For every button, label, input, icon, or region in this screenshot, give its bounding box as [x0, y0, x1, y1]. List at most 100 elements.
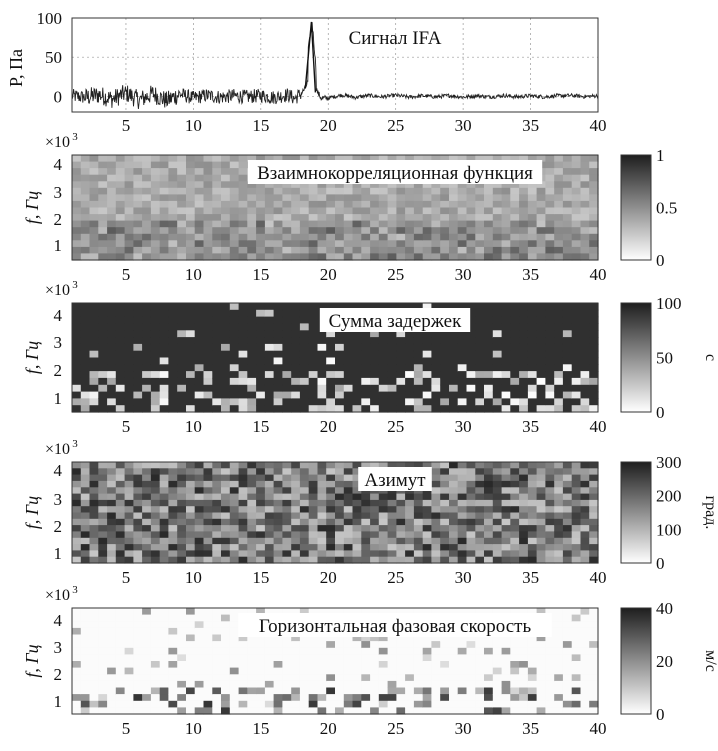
heatmap-cell — [370, 337, 380, 345]
heatmap-cell — [247, 343, 257, 352]
heatmap-cell — [221, 680, 231, 689]
heatmap-cell — [571, 544, 582, 551]
heatmap-cell — [589, 337, 599, 345]
heatmap-cell — [519, 233, 529, 241]
heatmap-cell — [405, 641, 415, 649]
heatmap-cell — [405, 707, 415, 715]
heatmap-cell — [501, 337, 511, 345]
heatmap-cell — [194, 544, 205, 551]
heatmap-cell — [282, 371, 292, 379]
heatmap-cell — [159, 357, 170, 365]
heatmap-cell — [291, 544, 301, 551]
heatmap-cell — [554, 214, 564, 222]
heatmap-cell — [422, 641, 433, 649]
heatmap-cell — [291, 674, 301, 682]
heatmap-cell — [492, 647, 503, 655]
heatmap-cell — [492, 343, 503, 352]
heatmap-cell — [72, 214, 82, 222]
heatmap-cell — [124, 462, 134, 469]
heatmap-cell — [457, 220, 468, 228]
heatmap-cell — [238, 377, 248, 386]
heatmap-cell — [378, 694, 389, 702]
heatmap-cell — [405, 667, 415, 675]
heatmap-cell — [159, 371, 170, 379]
x-tick-label: 30 — [455, 265, 472, 284]
heatmap-cell — [501, 493, 511, 501]
heatmap-cell — [326, 405, 336, 413]
heatmap-cell — [378, 233, 389, 241]
heatmap-cell — [361, 377, 371, 386]
heatmap-cell — [527, 707, 538, 715]
heatmap-cell — [186, 556, 196, 564]
heatmap-cell — [238, 337, 248, 345]
heatmap-cell — [562, 608, 573, 616]
heatmap-cell — [115, 233, 126, 241]
heatmap-cell — [457, 343, 468, 352]
heatmap-cell — [449, 187, 459, 195]
heatmap-cell — [475, 200, 485, 209]
heatmap-cell — [291, 537, 301, 545]
heatmap-cell — [72, 550, 82, 558]
heatmap-cell — [107, 330, 117, 338]
y-axis-label: f, Гц — [22, 341, 42, 374]
heatmap-cell — [519, 674, 529, 682]
heatmap-cell — [133, 608, 143, 616]
heatmap-cell — [142, 155, 152, 163]
heatmap-cell — [475, 499, 485, 507]
heatmap-cell — [150, 493, 161, 501]
heatmap-cell — [519, 634, 529, 642]
heatmap-cell — [449, 531, 459, 539]
heatmap-cell — [221, 220, 231, 228]
heatmap-cell — [387, 550, 397, 558]
heatmap-cell — [124, 621, 134, 629]
heatmap-cell — [212, 556, 222, 564]
heatmap-cell — [554, 323, 564, 331]
heatmap-cell — [536, 384, 546, 393]
heatmap-cell — [440, 330, 450, 338]
heatmap-cell — [194, 207, 205, 215]
heatmap-cell — [554, 680, 564, 689]
heatmap-cell — [326, 468, 336, 476]
heatmap-cell — [370, 357, 380, 365]
heatmap-cell — [580, 700, 590, 708]
heatmap-cell — [72, 487, 82, 495]
heatmap-cell — [335, 253, 345, 261]
heatmap-cell — [440, 674, 450, 682]
heatmap-cell — [396, 214, 406, 222]
heatmap-cell — [457, 654, 468, 662]
heatmap-cell — [431, 531, 441, 539]
heatmap-cell — [133, 525, 143, 532]
heatmap-cell — [510, 214, 520, 222]
heatmap-cell — [168, 253, 178, 261]
heatmap-cell — [229, 661, 240, 669]
heatmap-cell — [501, 661, 511, 669]
heatmap-cell — [387, 654, 397, 662]
heatmap-cell — [545, 468, 555, 476]
heatmap-cell — [212, 337, 222, 345]
heatmap-cell — [413, 550, 424, 558]
heatmap-cell — [98, 518, 108, 526]
heatmap-cell — [527, 364, 538, 372]
heatmap-cell — [168, 525, 178, 532]
heatmap-cell — [431, 200, 441, 209]
heatmap-cell — [536, 240, 546, 248]
heatmap-cell — [326, 680, 336, 689]
colorbar-tick-label: 100 — [656, 294, 682, 313]
heatmap-cell — [405, 155, 415, 163]
heatmap-cell — [124, 174, 134, 182]
x-tick-label: 30 — [455, 719, 472, 738]
heatmap-cell — [519, 227, 529, 235]
heatmap-cell — [571, 227, 582, 235]
heatmap-cell — [326, 531, 336, 539]
heatmap-cell — [466, 647, 476, 655]
heatmap-cell — [378, 647, 389, 655]
heatmap-cell — [247, 506, 257, 514]
heatmap-cell — [247, 364, 257, 372]
heatmap-cell — [501, 687, 511, 695]
heatmap-cell — [449, 707, 459, 715]
heatmap-cell — [527, 194, 538, 202]
heatmap-cell — [466, 200, 476, 209]
heatmap-cell — [256, 337, 266, 345]
heatmap-cell — [440, 343, 450, 352]
heatmap-cell — [142, 506, 152, 514]
